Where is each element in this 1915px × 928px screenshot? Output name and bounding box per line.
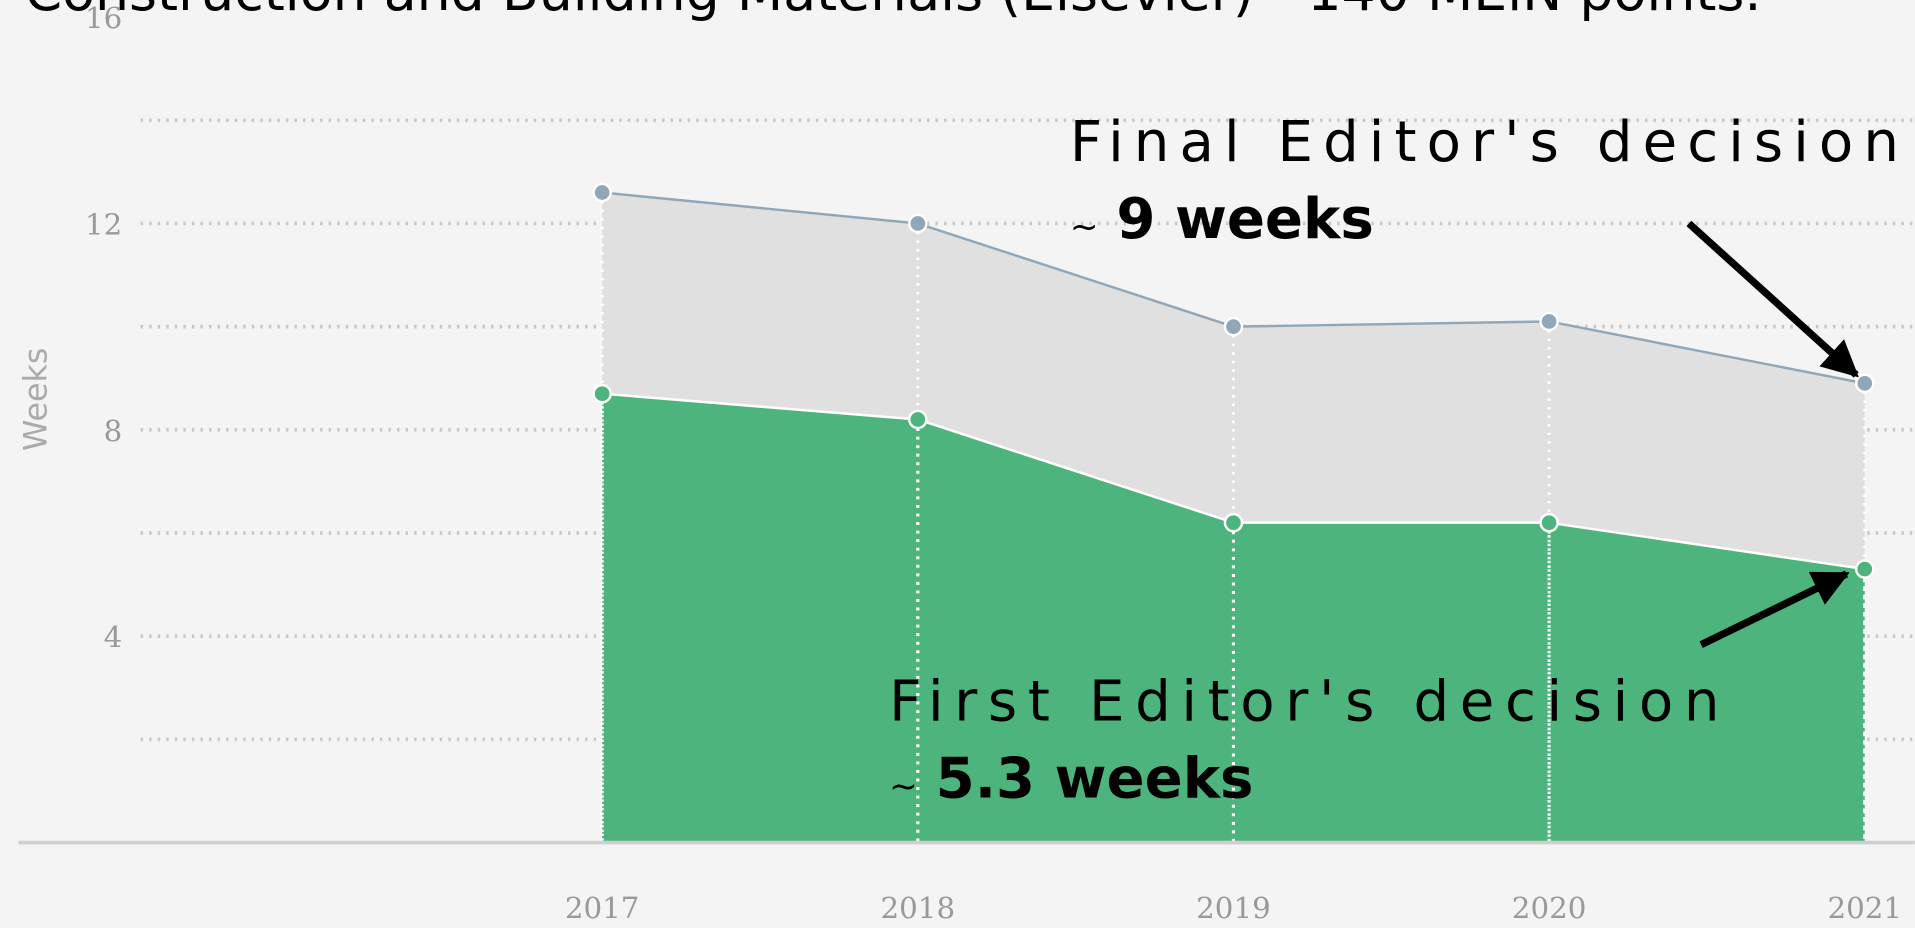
annotation-value: ~ 9 weeks [1070,187,1374,252]
x-tick-label: 2018 [881,891,956,925]
x-tick-label: 2019 [1196,891,1271,925]
point [908,213,928,234]
y-tick-label: 8 [104,414,123,448]
point [1223,512,1244,533]
point [1539,311,1559,332]
point [1223,316,1244,337]
y-tick-label: 16 [85,1,122,35]
arrow [1686,220,1859,378]
y-axis-label: Weeks [19,348,55,451]
point [908,409,928,430]
chart-title: Construction and Building Materials (Els… [25,0,1762,23]
annotation: First Editor's decision [889,669,1719,734]
y-tick-label: 4 [104,620,123,654]
approx: ~ [1070,207,1099,247]
x-tick-label: 2021 [1827,891,1902,925]
arrow [1699,570,1850,649]
point [592,182,612,203]
annotation: Final Editor's decision [1070,110,1899,175]
point [1854,373,1875,394]
annotation-value: ~ 5.3 weeks [889,746,1253,811]
x-tick-label: 2017 [565,891,640,925]
x-tick-label: 2020 [1512,891,1587,925]
point [1854,559,1875,579]
point [592,383,612,404]
approx: ~ [889,766,918,806]
point [1539,512,1559,533]
value: 9 weeks [1116,187,1373,252]
value: 5.3 weeks [936,746,1254,811]
y-tick-label: 12 [85,207,122,241]
